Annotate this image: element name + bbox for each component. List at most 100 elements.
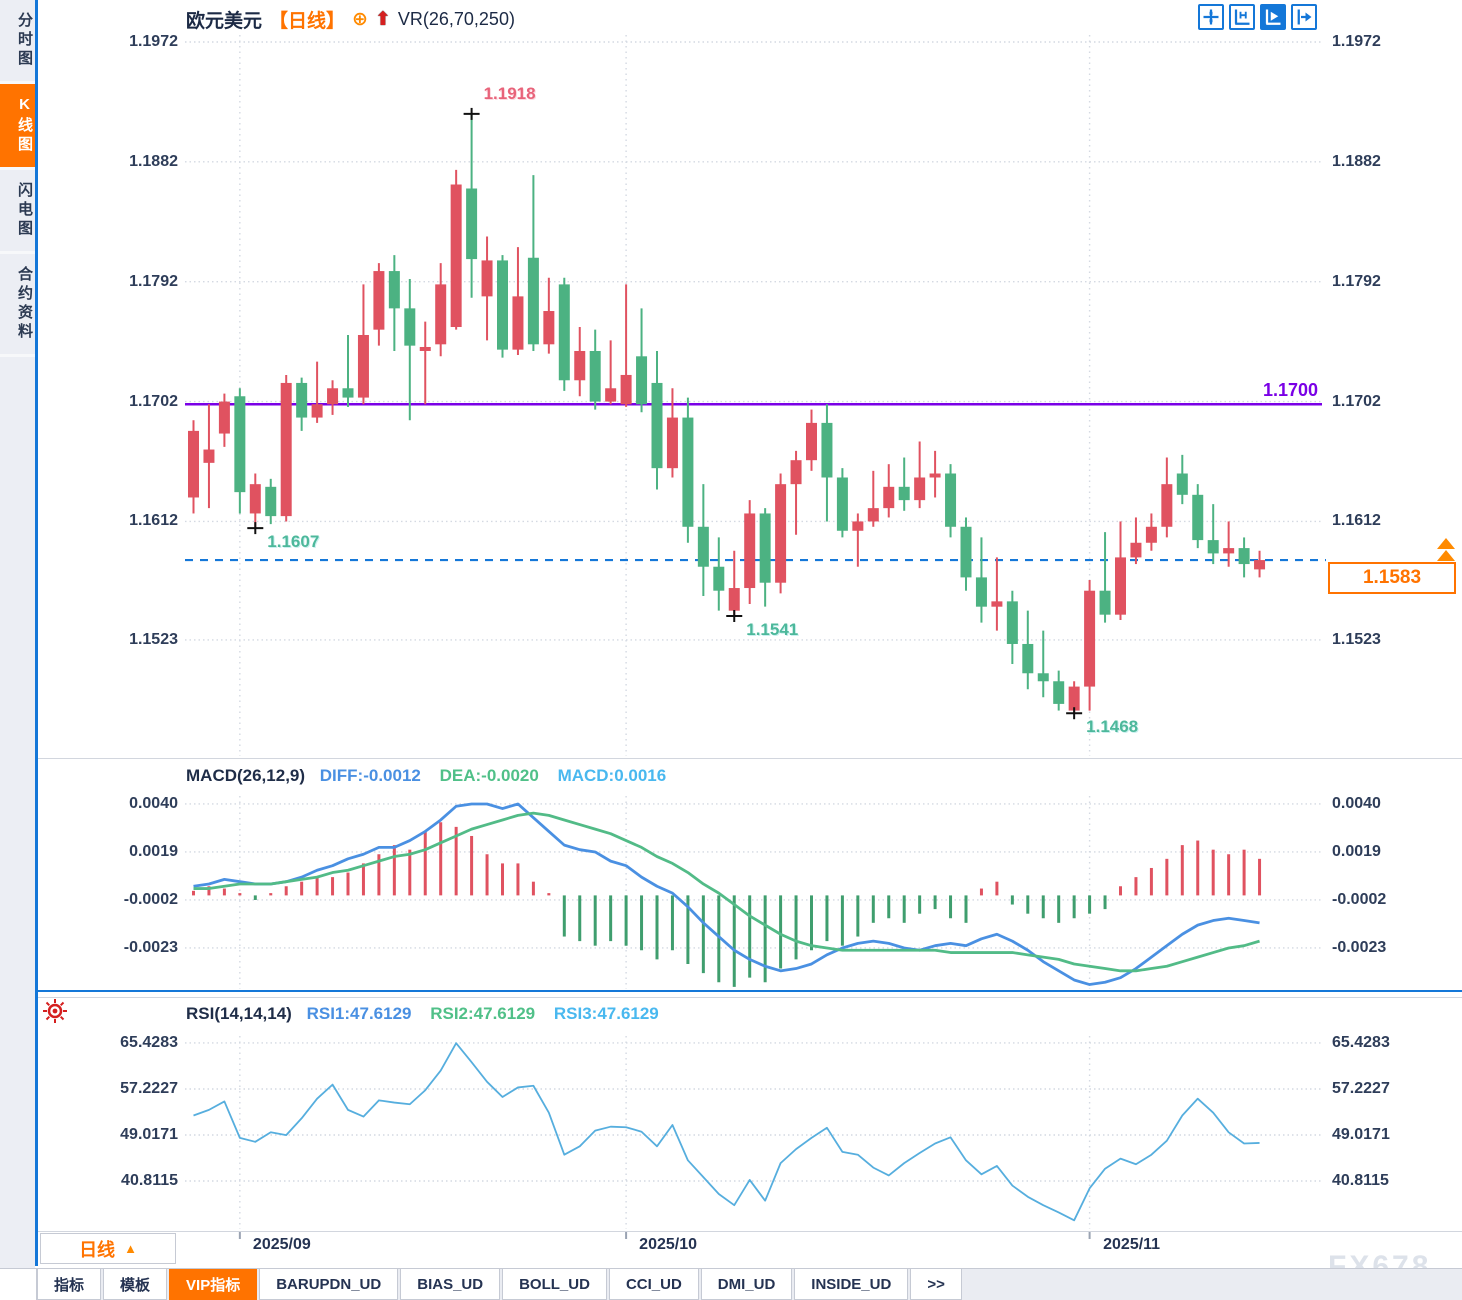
sun-icon[interactable]: [42, 998, 68, 1029]
period-tag[interactable]: 【日线】: [269, 11, 346, 32]
candle: [1145, 526, 1157, 543]
x-axis-month-label: 2025/10: [639, 1236, 698, 1253]
panel-separator: [38, 758, 1462, 759]
candle: [1099, 590, 1111, 615]
overlay-indicator-label[interactable]: VR(26,70,250): [397, 9, 515, 29]
tab-BARUPDN_UD[interactable]: BARUPDN_UD: [259, 1269, 399, 1300]
rsi-tick-label: 65.4283: [1332, 1033, 1390, 1051]
price-tick-label: 1.1792: [1332, 272, 1381, 290]
price-tick-label: 1.1702: [1332, 392, 1381, 410]
macd-tick-label: 0.0019: [129, 842, 178, 860]
left-sidebar: 分时图 K线图 闪电图 合约资料: [0, 0, 35, 1300]
chart-header: 欧元美元 【日线】 ⊕ ⬆ VR(26,70,250): [186, 6, 515, 33]
price-tick-label: 1.1702: [129, 392, 178, 410]
macd-tick-label: 0.0019: [1332, 842, 1381, 860]
period-label: 日线: [79, 1239, 116, 1260]
x-axis-month-label: 2025/09: [252, 1236, 311, 1253]
period-selector[interactable]: 日线 ▲: [40, 1233, 176, 1264]
tab-BOLL_UD[interactable]: BOLL_UD: [502, 1269, 607, 1300]
candle: [1238, 548, 1250, 565]
price-tick-label: 1.1612: [1332, 512, 1381, 530]
price-annotation: 1.1918: [483, 83, 536, 103]
candle: [713, 566, 725, 591]
macd-tick-label: -0.0002: [1332, 890, 1387, 908]
panel-separator-accent: [38, 990, 1462, 992]
candle: [1084, 590, 1096, 687]
tab-模板[interactable]: 模板: [103, 1269, 168, 1300]
price-annotation: 1.1541: [746, 620, 799, 639]
candle: [249, 484, 261, 514]
macd-tick-label: -0.0023: [1332, 938, 1387, 956]
sidebar-item-time-chart[interactable]: 分时图: [0, 0, 35, 84]
rsi-tick-label: 49.0171: [1332, 1126, 1390, 1143]
plus-circle-icon[interactable]: ⊕: [352, 9, 368, 30]
y-axis-scale-icon[interactable]: [1229, 4, 1255, 30]
tab-BIAS_UD[interactable]: BIAS_UD: [400, 1269, 501, 1300]
candle: [357, 334, 369, 398]
candle: [1254, 560, 1266, 570]
sidebar-accent-line: [35, 0, 38, 1266]
candle: [497, 260, 508, 350]
candle: [929, 473, 941, 478]
candle: [1161, 484, 1173, 527]
candle: [1115, 557, 1126, 615]
hline-price-label[interactable]: 1.1700: [1262, 380, 1318, 401]
candle: [435, 284, 447, 345]
price-tick-label: 1.1882: [1332, 152, 1381, 170]
sidebar-item-contract-info[interactable]: 合约资料: [0, 254, 35, 357]
candle: [1068, 686, 1080, 711]
candle: [1223, 548, 1235, 554]
price-tick-label: 1.1792: [129, 272, 178, 290]
last-price-tag[interactable]: 1.1583: [1328, 562, 1456, 595]
pan-right-icon[interactable]: [1291, 4, 1317, 30]
tab-bar-corner: [0, 1269, 37, 1300]
candle: [234, 396, 246, 493]
candle: [666, 417, 678, 469]
rsi-tick-label: 57.2227: [120, 1079, 178, 1097]
candle: [759, 513, 771, 583]
candle: [342, 388, 354, 398]
rsi-params: RSI(14,14,14): [186, 1004, 292, 1023]
candle: [589, 350, 601, 402]
candle: [218, 401, 230, 434]
candle: [558, 284, 570, 381]
candle: [543, 311, 555, 345]
candle: [1037, 673, 1049, 682]
macd-diff-value: DIFF:-0.0012: [319, 766, 421, 785]
candle: [898, 486, 910, 501]
x-axis-month-label: 2025/11: [1103, 1236, 1161, 1253]
crosshair-icon[interactable]: [1198, 4, 1224, 30]
tab-指标[interactable]: 指标: [37, 1269, 102, 1300]
tab-VIP指标[interactable]: VIP指标: [169, 1269, 258, 1300]
tab-INSIDE_UD[interactable]: INSIDE_UD: [794, 1269, 909, 1300]
candle: [914, 477, 926, 501]
price-up-arrow-icon: [1437, 550, 1455, 562]
price-tick-label: 1.1523: [129, 630, 178, 648]
sidebar-item-flash-chart[interactable]: 闪电图: [0, 170, 35, 254]
tab-CCI_UD[interactable]: CCI_UD: [608, 1269, 699, 1300]
candle: [574, 350, 586, 381]
candle: [728, 588, 740, 611]
auto-scale-icon[interactable]: [1260, 4, 1286, 30]
candle: [975, 577, 987, 607]
candle: [744, 513, 756, 589]
candle: [945, 473, 957, 527]
candle: [419, 346, 431, 351]
up-arrow-icon: ⬆: [374, 9, 391, 30]
candle: [1176, 473, 1188, 495]
macd-macd-value: MACD:0.0016: [557, 766, 667, 785]
price-tick-label: 1.1882: [129, 152, 178, 170]
candle: [188, 430, 199, 498]
sidebar-item-kline-chart[interactable]: K线图: [0, 84, 35, 170]
tab-DMI_UD[interactable]: DMI_UD: [700, 1269, 793, 1300]
candle: [790, 460, 802, 485]
candle: [203, 449, 215, 463]
tab->>[interactable]: >>: [910, 1269, 962, 1300]
candle: [527, 257, 539, 345]
macd-tick-label: -0.0002: [123, 890, 178, 908]
candle: [296, 382, 308, 418]
candle: [450, 184, 462, 328]
candle: [373, 271, 385, 330]
